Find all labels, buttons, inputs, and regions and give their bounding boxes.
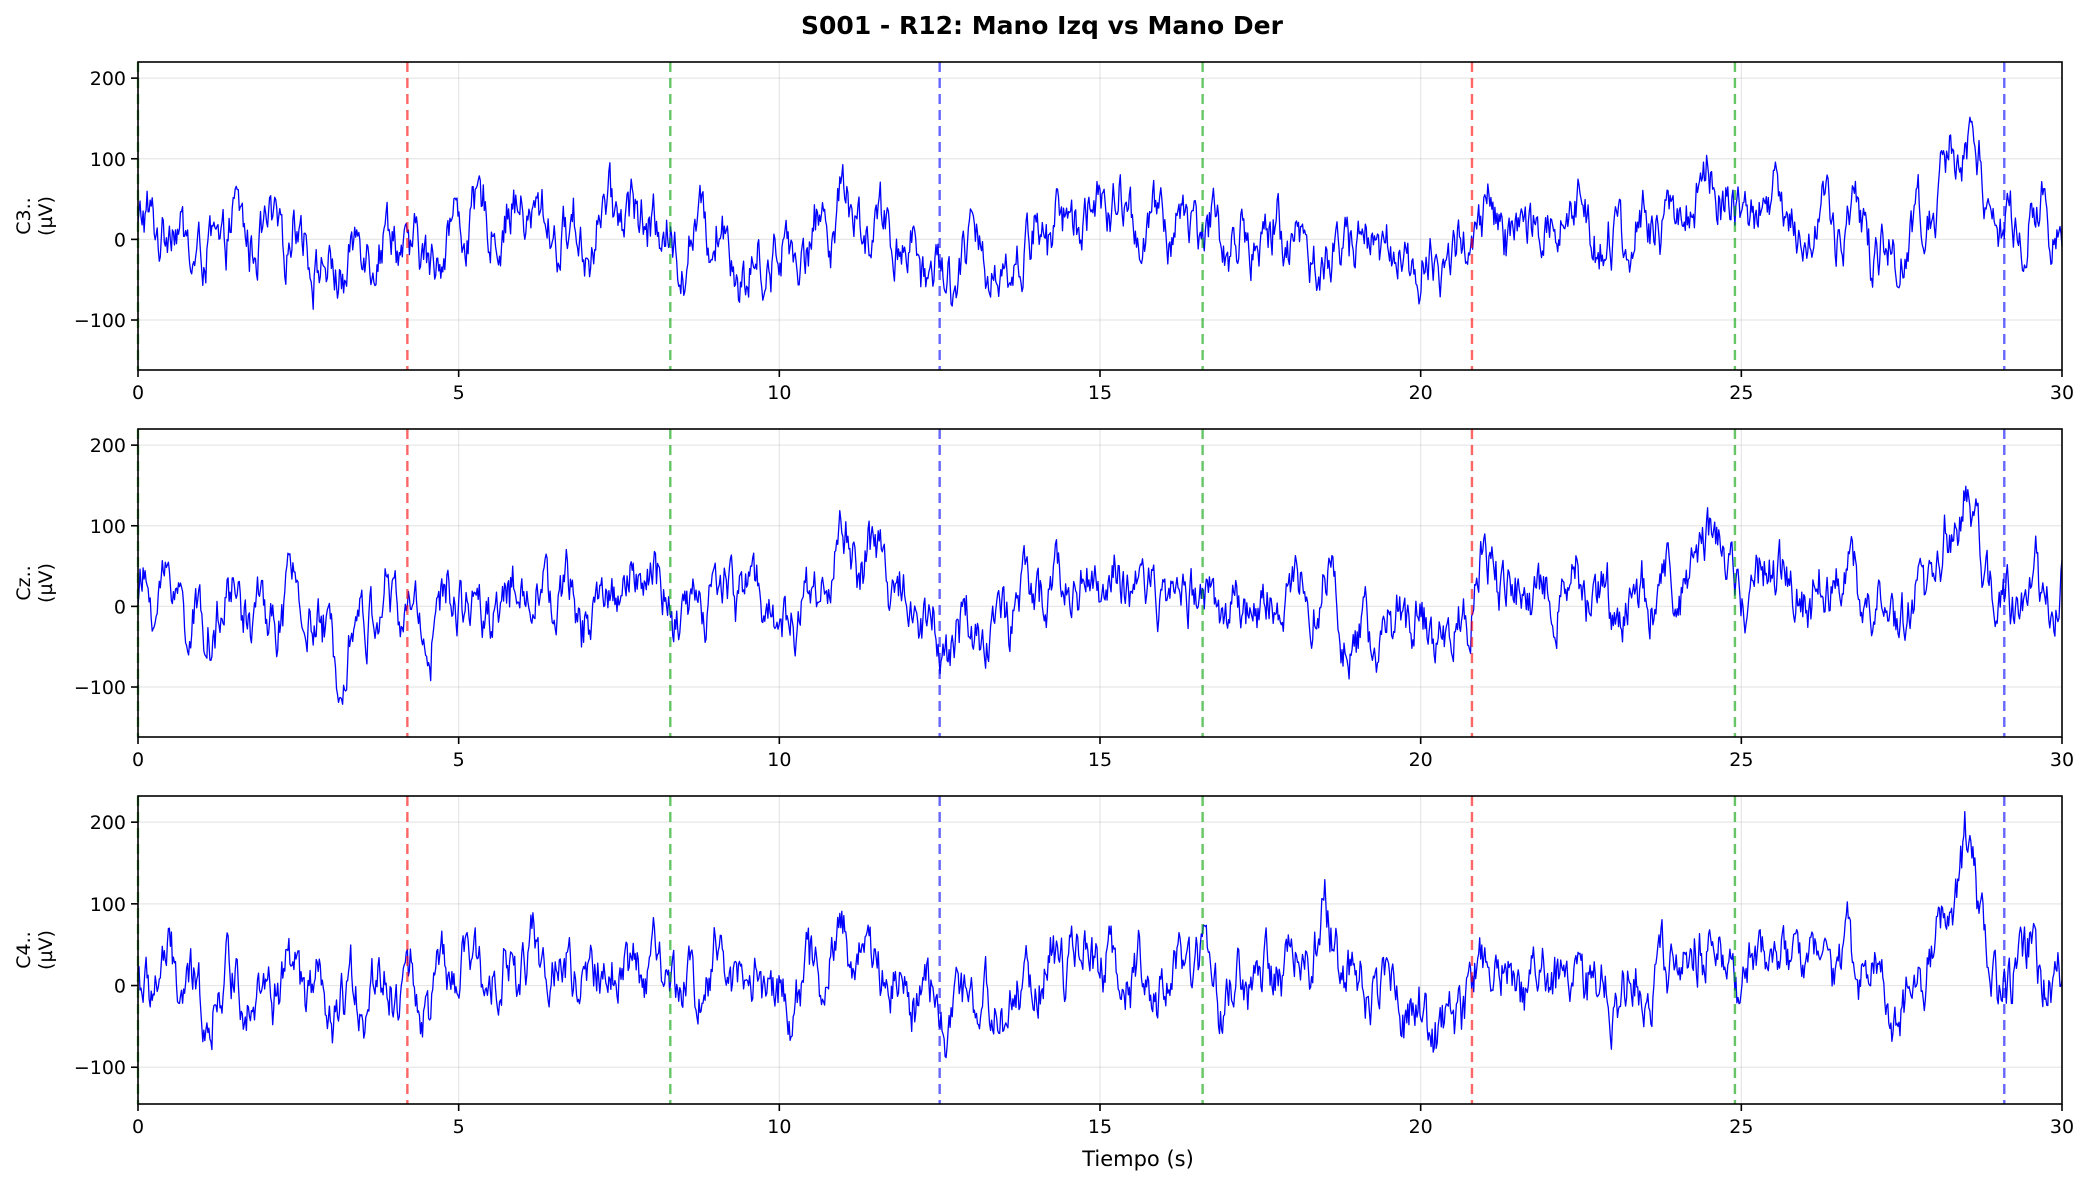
eeg-trace-c4 bbox=[137, 811, 2063, 1059]
y-tick-label: −100 bbox=[74, 677, 126, 699]
x-tick-label: 25 bbox=[1729, 1116, 1753, 1138]
y-tick-label: −100 bbox=[74, 1057, 126, 1079]
x-tick-label: 0 bbox=[132, 1116, 144, 1138]
y-axis-label-channel: C4.. bbox=[13, 931, 35, 968]
x-tick-label: 10 bbox=[767, 1116, 791, 1138]
x-tick-label: 5 bbox=[453, 382, 465, 404]
x-tick-label: 0 bbox=[132, 749, 144, 771]
x-tick-label: 20 bbox=[1409, 749, 1433, 771]
y-tick-label: 0 bbox=[114, 229, 126, 251]
y-tick-label: 200 bbox=[90, 68, 126, 90]
subplot-cz: 0 5 10 15 20 25 30 −100 0 100 200 Cz.. (µV) bbox=[13, 428, 2074, 771]
subplot-c3: 0 5 10 15 20 25 30 −100 0 100 200 C3.. (µV) bbox=[13, 61, 2074, 404]
y-tick-label: 200 bbox=[90, 812, 126, 834]
x-tick-label: 30 bbox=[2050, 749, 2074, 771]
x-tick-label: 10 bbox=[767, 382, 791, 404]
y-tick-label: −100 bbox=[74, 310, 126, 332]
chart-title: S001 - R12: Mano Izq vs Mano Der bbox=[801, 11, 1284, 40]
eeg-trace-cz bbox=[137, 485, 2063, 705]
x-tick-label: 15 bbox=[1088, 1116, 1112, 1138]
y-tick-label: 100 bbox=[90, 894, 126, 916]
eeg-trace-c3 bbox=[137, 116, 2063, 310]
x-tick-label: 0 bbox=[132, 382, 144, 404]
x-tick-label: 15 bbox=[1088, 382, 1112, 404]
x-tick-label: 25 bbox=[1729, 382, 1753, 404]
y-axis-label-channel: C3.. bbox=[13, 197, 35, 234]
x-tick-label: 15 bbox=[1088, 749, 1112, 771]
subplot-c4: 0 5 10 15 20 25 30 −100 0 100 200 C4.. (µV) bbox=[13, 795, 2074, 1138]
x-tick-label: 10 bbox=[767, 749, 791, 771]
y-axis-label-unit: (µV) bbox=[35, 196, 57, 236]
x-tick-label: 25 bbox=[1729, 749, 1753, 771]
y-tick-label: 0 bbox=[114, 976, 126, 998]
x-tick-label: 5 bbox=[453, 749, 465, 771]
x-tick-label: 5 bbox=[453, 1116, 465, 1138]
y-axis-label-channel: Cz.. bbox=[13, 565, 35, 600]
y-tick-label: 100 bbox=[90, 516, 126, 538]
y-tick-label: 200 bbox=[90, 435, 126, 457]
x-axis-label: Tiempo (s) bbox=[1081, 1147, 1194, 1171]
x-tick-label: 30 bbox=[2050, 1116, 2074, 1138]
y-axis-label-unit: (µV) bbox=[35, 930, 57, 970]
y-axis-label-unit: (µV) bbox=[35, 563, 57, 603]
x-tick-label: 20 bbox=[1409, 382, 1433, 404]
y-tick-label: 100 bbox=[90, 149, 126, 171]
x-tick-label: 20 bbox=[1409, 1116, 1433, 1138]
x-tick-label: 30 bbox=[2050, 382, 2074, 404]
y-tick-label: 0 bbox=[114, 596, 126, 618]
